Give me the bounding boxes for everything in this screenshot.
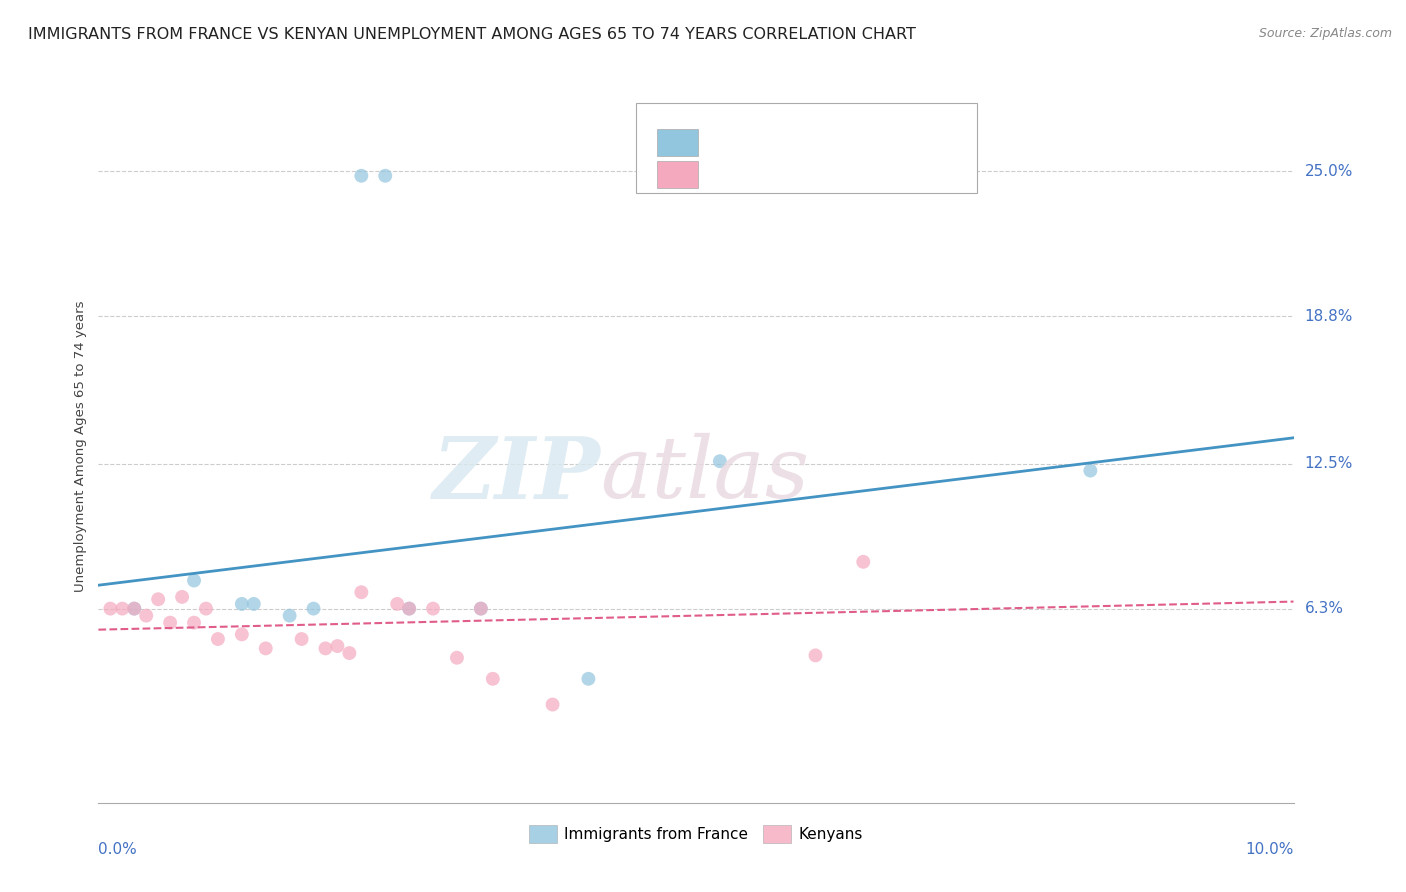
Point (446, 650, 468, 665)
Point (98, 601, 122, 615)
Point (578, 672, 600, 686)
Point (482, 672, 505, 686)
Point (231, 597, 253, 611)
Point (291, 632, 314, 646)
Point (326, 639, 349, 653)
FancyBboxPatch shape (637, 103, 977, 193)
Text: 13: 13 (859, 134, 882, 152)
Text: N =: N = (818, 134, 855, 152)
Point (422, 601, 444, 615)
FancyBboxPatch shape (657, 161, 699, 188)
Text: 25.0%: 25.0% (1305, 163, 1353, 178)
Point (195, 601, 218, 615)
Point (398, 601, 420, 615)
Point (172, 590, 194, 604)
Point (709, 454, 731, 468)
Text: 0.217: 0.217 (754, 134, 806, 152)
Point (183, 615, 205, 630)
Point (243, 597, 266, 611)
Point (374, 169, 396, 183)
Text: 0.0%: 0.0% (98, 842, 138, 856)
Text: atlas: atlas (600, 434, 810, 516)
Point (302, 601, 325, 615)
Point (135, 608, 157, 623)
Point (315, 641, 337, 656)
Point (541, 698, 564, 712)
Point (183, 574, 205, 588)
Point (124, 601, 146, 615)
Point (852, 555, 875, 569)
Text: 0.108: 0.108 (754, 166, 806, 184)
Point (254, 641, 277, 656)
Text: 26: 26 (859, 166, 882, 184)
Text: 12.5%: 12.5% (1305, 456, 1353, 471)
Text: R =: R = (713, 166, 749, 184)
Text: 18.8%: 18.8% (1305, 309, 1353, 324)
Point (350, 585, 373, 599)
Point (804, 648, 827, 663)
Text: R =: R = (713, 134, 749, 152)
Point (350, 169, 373, 183)
Text: Source: ZipAtlas.com: Source: ZipAtlas.com (1258, 27, 1392, 40)
Point (470, 601, 492, 615)
Text: 10.0%: 10.0% (1246, 842, 1294, 856)
Point (111, 601, 134, 615)
Text: 6.3%: 6.3% (1305, 601, 1344, 616)
Point (470, 601, 492, 615)
Text: IMMIGRANTS FROM FRANCE VS KENYAN UNEMPLOYMENT AMONG AGES 65 TO 74 YEARS CORRELAT: IMMIGRANTS FROM FRANCE VS KENYAN UNEMPLO… (28, 27, 915, 42)
Point (385, 597, 409, 611)
FancyBboxPatch shape (657, 129, 699, 156)
Point (278, 608, 301, 623)
Legend: Immigrants from France, Kenyans: Immigrants from France, Kenyans (523, 819, 869, 848)
Point (1080, 464, 1102, 478)
Point (159, 615, 181, 630)
Text: N =: N = (818, 166, 855, 184)
Point (148, 592, 170, 607)
Text: ZIP: ZIP (433, 433, 600, 516)
Point (124, 601, 146, 615)
Y-axis label: Unemployment Among Ages 65 to 74 years: Unemployment Among Ages 65 to 74 years (75, 301, 87, 591)
Point (231, 627, 253, 641)
Point (207, 632, 229, 646)
Point (398, 601, 420, 615)
Point (339, 646, 361, 660)
